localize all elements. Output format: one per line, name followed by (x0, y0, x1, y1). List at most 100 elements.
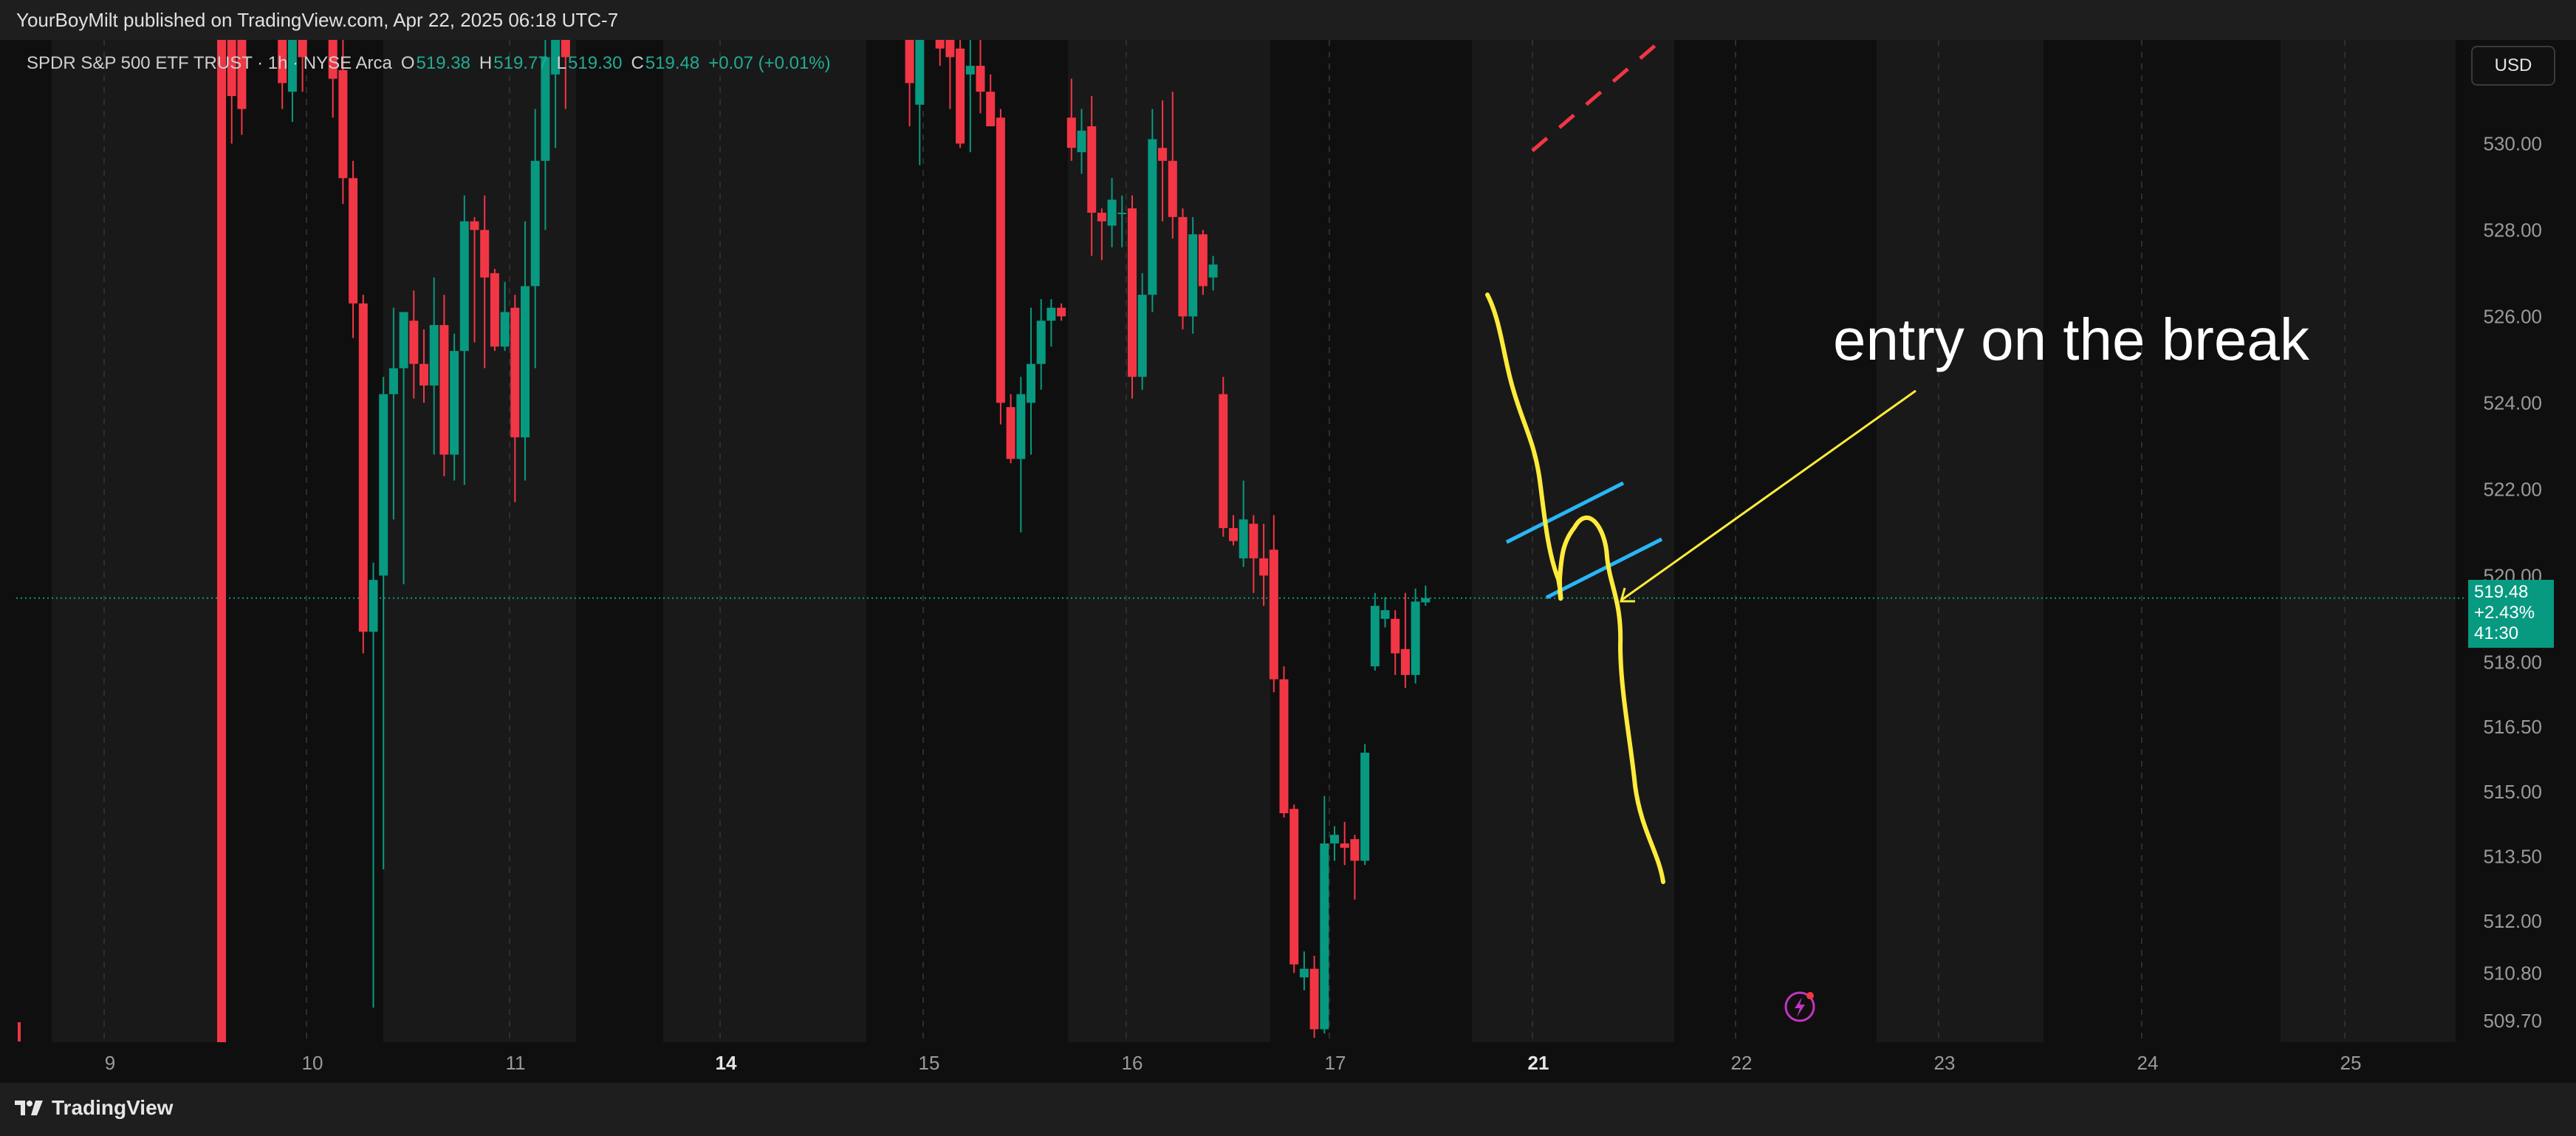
candle-body (358, 303, 368, 632)
bar-countdown: 41:30 (2474, 623, 2519, 643)
candle-body (1309, 968, 1319, 1030)
candle-body (1219, 394, 1228, 528)
candle-body (905, 40, 914, 83)
candle-body (237, 40, 247, 109)
ohlc-high: H519.77 (479, 53, 548, 73)
candle-body (278, 40, 287, 83)
candle-body (1229, 527, 1238, 541)
x-tick-label: 14 (716, 1052, 737, 1074)
candle-body (227, 40, 236, 97)
y-tick-label: 512.00 (2483, 910, 2542, 932)
volume-marker (18, 1022, 21, 1041)
candle-body (1340, 843, 1349, 848)
candle-body (1137, 295, 1147, 377)
y-tick-label: 509.70 (2483, 1010, 2542, 1032)
candle-body (338, 69, 348, 179)
candle-body (1077, 130, 1086, 153)
session-stripe (1472, 40, 1674, 1042)
candle-body (1380, 610, 1390, 619)
candle-body (1016, 394, 1026, 459)
x-tick-label: 22 (1731, 1052, 1753, 1074)
y-tick-label: 510.80 (2483, 962, 2542, 984)
currency-button[interactable]: USD (2471, 46, 2555, 86)
chart-frame[interactable]: 532.00530.00528.00526.00524.00522.00520.… (0, 40, 2576, 1083)
candle-body (510, 307, 520, 438)
candle-body (439, 325, 449, 455)
candle-body (530, 160, 540, 287)
candle-body (388, 368, 398, 394)
candle-body (1087, 126, 1097, 213)
x-tick-label: 16 (1122, 1052, 1143, 1074)
y-tick-label: 530.00 (2483, 132, 2542, 154)
candle-body (328, 40, 338, 79)
candle-body (298, 40, 307, 58)
y-tick-label: 528.00 (2483, 219, 2542, 241)
candle-body (399, 312, 408, 369)
brand-name: TradingView (52, 1096, 174, 1119)
candle-body (1360, 753, 1370, 861)
blue-channel-upper (1505, 481, 1625, 544)
candle-body (1370, 606, 1380, 667)
candlestick-chart[interactable]: 532.00530.00528.00526.00524.00522.00520.… (0, 40, 2576, 1083)
ohlc-low: L519.30 (556, 53, 623, 73)
annotation-arrowhead (1620, 587, 1635, 603)
x-tick-label: 11 (506, 1052, 526, 1074)
tradingview-logo[interactable]: TradingView (15, 1096, 173, 1120)
candle-body (1128, 208, 1137, 377)
candle-body (956, 48, 965, 144)
candle-body (1097, 212, 1106, 222)
candle-body (1168, 160, 1177, 217)
symbol-title[interactable]: SPDR S&P 500 ETF TRUST · 1h · NYSE Arca (27, 53, 392, 73)
candle-body (1320, 843, 1329, 1030)
candle-body (1208, 264, 1218, 278)
session-stripe (2281, 40, 2456, 1042)
candle-body (490, 273, 499, 347)
candle-body (1178, 216, 1188, 317)
yellow-price-path (1485, 292, 1665, 884)
candle-body (1027, 363, 1035, 403)
candle-body (551, 40, 561, 75)
publisher-info: YourBoyMilt published on TradingView.com… (16, 9, 619, 31)
candle-body (1158, 148, 1168, 161)
symbol-legend: SPDR S&P 500 ETF TRUST · 1h · NYSE Arca … (27, 53, 831, 74)
candle-body (935, 40, 945, 49)
candle-body (561, 40, 570, 58)
x-tick-label: 23 (1934, 1052, 1956, 1074)
candle-body (1269, 550, 1278, 680)
candle-body (1239, 519, 1248, 558)
annotation-text[interactable]: entry on the break (1833, 307, 2309, 372)
annotation-arrow-line (1621, 389, 1916, 601)
blue-channel-lower (1545, 537, 1663, 600)
session-stripe (1877, 40, 2044, 1042)
tradingview-logo-icon (15, 1101, 43, 1115)
candle-body (429, 325, 439, 386)
candle-body (1289, 809, 1299, 965)
candle-body (521, 286, 530, 438)
candle-body (480, 230, 490, 278)
y-tick-label: 515.00 (2483, 781, 2542, 803)
candle-body (1198, 234, 1208, 287)
y-tick-label: 526.00 (2483, 305, 2542, 327)
candle-body (1330, 835, 1339, 844)
candle-body (1249, 524, 1258, 558)
candle-body (1066, 117, 1076, 148)
candle-body (1107, 199, 1117, 226)
x-tick-label: 15 (919, 1052, 940, 1074)
candle-body (470, 221, 479, 230)
candle-body (945, 40, 955, 58)
x-tick-label: 25 (2340, 1052, 2362, 1074)
candle-body (976, 66, 985, 92)
candle-body (287, 40, 297, 92)
last-price-tag: 519.48 +2.43% 41:30 (2468, 580, 2554, 648)
x-tick-label: 21 (1528, 1052, 1549, 1074)
dashed-trend-line (1531, 40, 1663, 152)
y-tick-label: 516.50 (2483, 716, 2542, 738)
lightning-icon[interactable] (1783, 990, 1817, 1024)
candle-body (915, 40, 925, 105)
candle-body (1259, 558, 1269, 576)
candle-body (1299, 968, 1309, 978)
candle-body (1148, 139, 1157, 295)
candle-body (1411, 601, 1420, 675)
candle-body (986, 92, 996, 126)
publish-header: YourBoyMilt published on TradingView.com… (0, 0, 2576, 40)
